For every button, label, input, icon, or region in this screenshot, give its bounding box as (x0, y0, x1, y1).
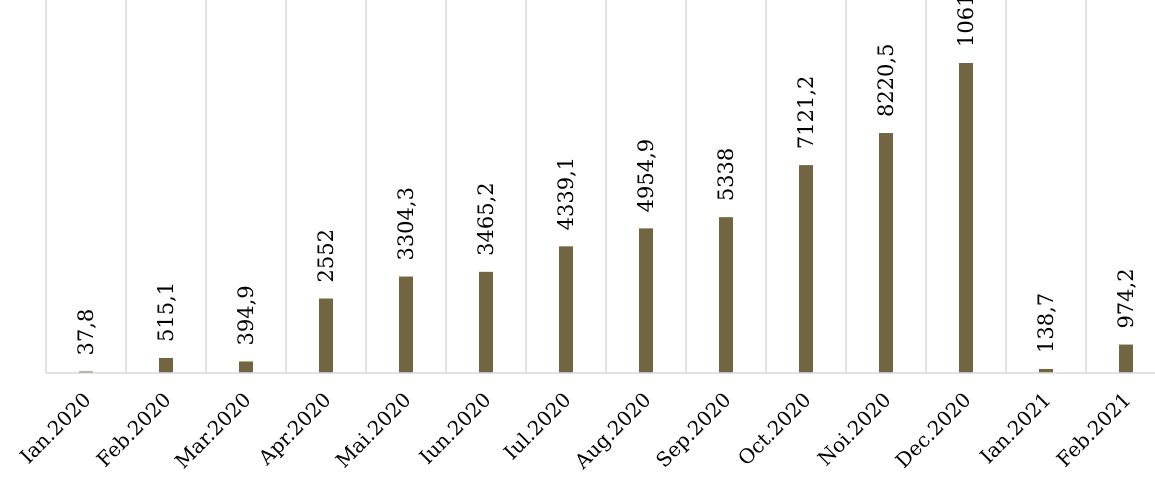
x-tick-label: Mai.2020 (331, 388, 416, 473)
data-label: 974,2 (1114, 268, 1138, 328)
bar-aug-2020 (639, 228, 653, 373)
bar-apr-2020 (319, 298, 333, 373)
bars-layer (79, 63, 1133, 373)
bar-noi-2020 (879, 133, 893, 373)
x-tick-label: Feb.2020 (92, 388, 176, 472)
x-tick-label: Noi.2020 (813, 388, 896, 471)
data-label: 4954,9 (634, 139, 658, 212)
bar-sep-2020 (719, 217, 733, 373)
bar-feb-2020 (159, 357, 173, 373)
bar-iul-2020 (559, 246, 573, 373)
data-label: 10619,6 (954, 0, 978, 47)
bar-mar-2020 (239, 361, 253, 373)
x-tick-label: Ian.2021 (975, 388, 1056, 469)
data-labels-layer: 37,8 515,1 394,9 2552 3304,3 3465,2 4339,1 4954… (74, 0, 1138, 356)
x-tick-label: Feb.2021 (1052, 388, 1136, 472)
grid-layer (45, 0, 1087, 373)
data-label: 8220,5 (874, 44, 898, 117)
x-tick-label: Iun.2020 (414, 388, 495, 469)
bar-feb-2021 (1119, 344, 1133, 373)
x-tick-label: Oct.2020 (733, 388, 816, 471)
x-tick-label: Aug.2020 (569, 388, 656, 475)
data-label: 7121,2 (794, 76, 818, 149)
bar-mai-2020 (399, 276, 413, 373)
data-label: 394,9 (234, 285, 258, 345)
data-label: 37,8 (74, 309, 98, 356)
data-label: 3304,3 (394, 187, 418, 260)
data-label: 2552 (314, 229, 338, 282)
data-label: 3465,2 (474, 182, 498, 255)
bar-dec-2020 (959, 63, 973, 373)
bar-oct-2020 (799, 165, 813, 373)
x-tick-label: Dec.2020 (890, 388, 975, 473)
x-tick-label: Ian.2020 (15, 388, 96, 469)
data-label: 4339,1 (554, 157, 578, 230)
bar-ian-2021 (1039, 368, 1053, 373)
data-label: 138,7 (1034, 293, 1058, 353)
x-tick-label: Iul.2020 (499, 388, 576, 465)
x-tick-label: Apr.2020 (253, 388, 336, 471)
data-label: 5338 (714, 148, 738, 201)
tick-labels-layer: Ian.2020Feb.2020Mar.2020Apr.2020Mai.2020… (15, 388, 1136, 475)
data-label: 515,1 (154, 282, 178, 342)
x-tick-label: Mar.2020 (170, 388, 256, 474)
x-tick-label: Sep.2020 (651, 388, 736, 473)
bar-iun-2020 (479, 271, 493, 373)
